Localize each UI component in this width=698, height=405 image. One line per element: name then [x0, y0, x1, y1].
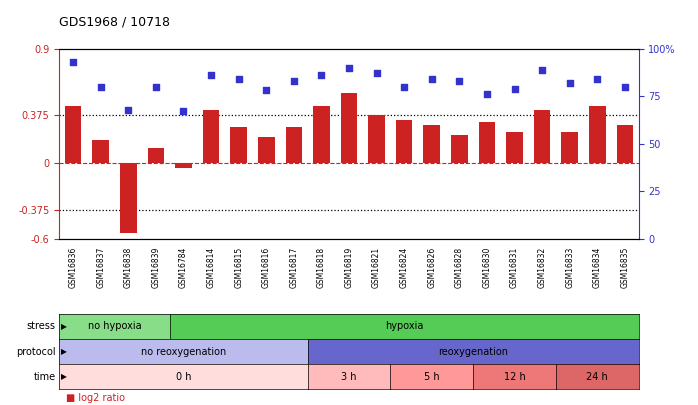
Text: no reoxygenation: no reoxygenation — [141, 347, 226, 356]
Point — [178, 108, 189, 115]
Point — [343, 64, 355, 71]
Text: ▶: ▶ — [61, 322, 66, 331]
Text: hypoxia: hypoxia — [385, 322, 424, 331]
Point — [399, 83, 410, 90]
Point — [564, 80, 575, 86]
Bar — [589, 106, 606, 163]
Point — [123, 106, 134, 113]
Point — [260, 87, 272, 94]
Bar — [230, 127, 247, 163]
Text: ■ log2 ratio: ■ log2 ratio — [66, 393, 126, 403]
Point — [288, 78, 299, 84]
Text: time: time — [34, 372, 56, 382]
Bar — [341, 93, 357, 163]
Bar — [616, 125, 633, 163]
Text: 5 h: 5 h — [424, 372, 440, 382]
Point — [315, 72, 327, 79]
Bar — [65, 106, 82, 163]
Bar — [313, 106, 329, 163]
Text: stress: stress — [27, 322, 56, 331]
Bar — [258, 137, 274, 163]
Bar — [120, 163, 137, 232]
Point — [592, 76, 603, 82]
Bar — [369, 115, 385, 163]
Text: ▶: ▶ — [61, 372, 66, 381]
Bar — [424, 125, 440, 163]
Bar — [561, 132, 578, 163]
Bar — [451, 135, 468, 163]
Point — [150, 83, 161, 90]
Bar — [92, 140, 109, 163]
Bar — [479, 122, 495, 163]
Point — [454, 78, 465, 84]
Point — [509, 85, 520, 92]
Point — [205, 72, 216, 79]
Point — [426, 76, 438, 82]
Bar — [506, 132, 523, 163]
Text: reoxygenation: reoxygenation — [438, 347, 508, 356]
Point — [482, 91, 493, 98]
Point — [233, 76, 244, 82]
Bar — [147, 147, 164, 163]
Point — [95, 83, 106, 90]
Bar — [396, 119, 413, 163]
Text: protocol: protocol — [16, 347, 56, 356]
Text: 0 h: 0 h — [176, 372, 191, 382]
Bar — [285, 127, 302, 163]
Text: 24 h: 24 h — [586, 372, 608, 382]
Text: GDS1968 / 10718: GDS1968 / 10718 — [59, 15, 170, 28]
Bar — [203, 109, 219, 163]
Point — [371, 70, 383, 77]
Text: 3 h: 3 h — [341, 372, 357, 382]
Point — [619, 83, 630, 90]
Text: ▶: ▶ — [61, 347, 66, 356]
Text: 12 h: 12 h — [504, 372, 526, 382]
Text: no hypoxia: no hypoxia — [88, 322, 141, 331]
Point — [537, 66, 548, 73]
Bar — [534, 109, 551, 163]
Bar — [175, 163, 192, 168]
Point — [68, 59, 79, 65]
